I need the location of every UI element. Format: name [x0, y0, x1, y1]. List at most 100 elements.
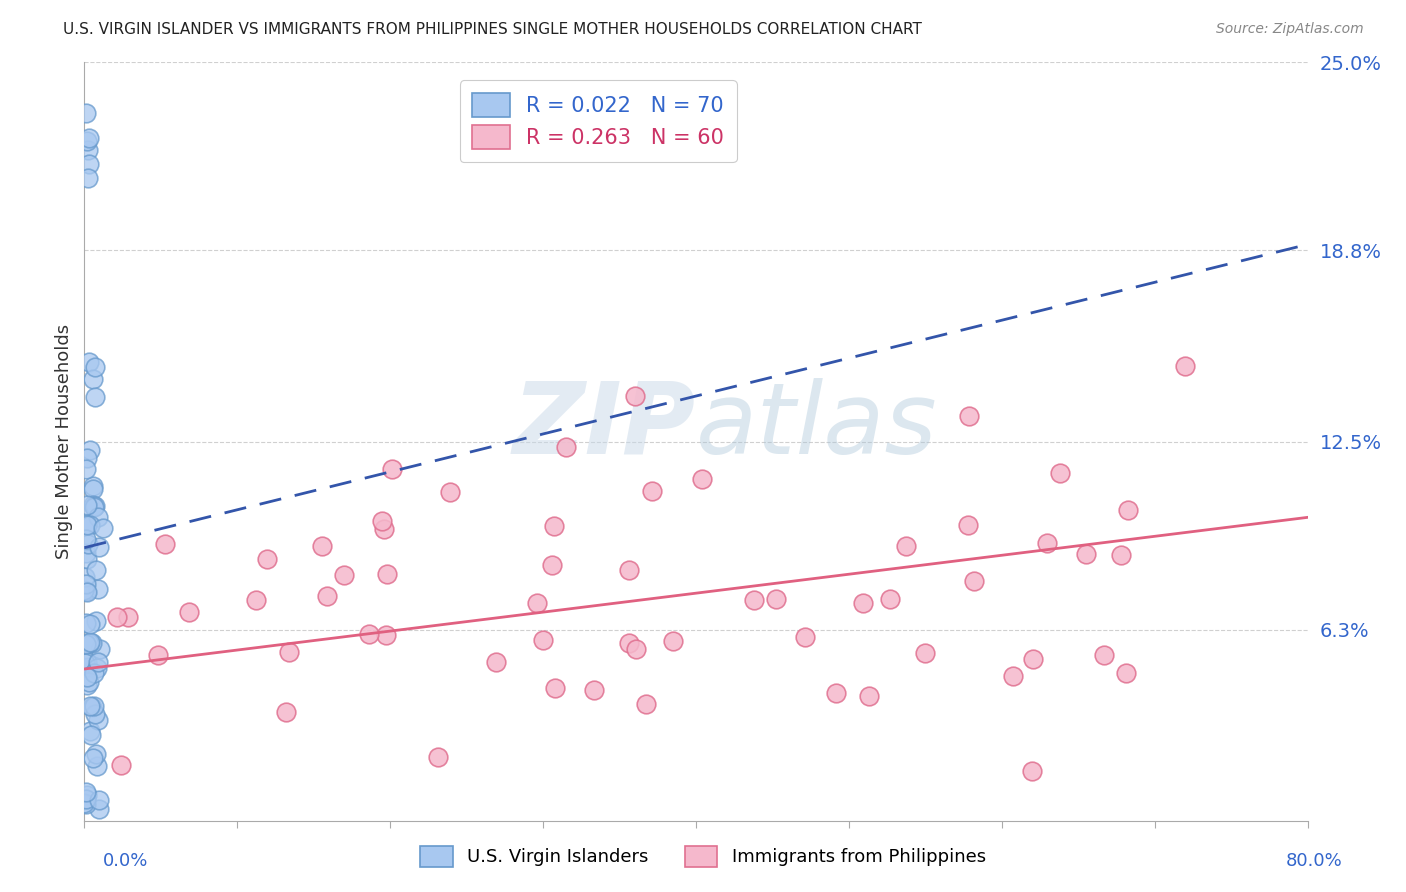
Point [80, 636, 103, 650]
Point [274, 706, 297, 720]
Point [77, 537, 100, 551]
Point [146, 648, 169, 662]
Point [76, 678, 98, 692]
Point [858, 689, 880, 703]
Legend: R = 0.022   N = 70, R = 0.263   N = 60: R = 0.022 N = 70, R = 0.263 N = 60 [460, 80, 737, 161]
Point [1118, 503, 1140, 517]
Point [91, 521, 114, 535]
Point [83, 699, 105, 714]
Point [179, 605, 201, 619]
Point [77, 660, 100, 674]
Point [624, 389, 647, 403]
Point [311, 539, 333, 553]
Point [84, 563, 107, 577]
Point [86, 759, 108, 773]
Point [105, 610, 128, 624]
Point [79, 442, 101, 457]
Point [86, 661, 108, 675]
Point [73, 796, 96, 810]
Point [86, 713, 108, 727]
Point [75, 637, 97, 651]
Point [357, 627, 380, 641]
Point [1021, 764, 1043, 778]
Point [75, 106, 97, 120]
Point [662, 634, 685, 648]
Point [80, 700, 103, 714]
Point [582, 682, 605, 697]
Point [963, 574, 986, 589]
Point [83, 706, 105, 721]
Point [1036, 536, 1059, 550]
Point [619, 564, 641, 578]
Point [1174, 359, 1197, 373]
Y-axis label: Single Mother Households: Single Mother Households [55, 324, 73, 559]
Point [256, 551, 278, 566]
Point [75, 616, 97, 631]
Point [316, 589, 339, 603]
Point [77, 675, 100, 690]
Point [79, 634, 101, 648]
Point [541, 558, 564, 573]
Point [75, 462, 97, 476]
Point [1115, 666, 1137, 681]
Point [526, 597, 548, 611]
Point [1001, 669, 1024, 683]
Point [76, 584, 98, 599]
Point [531, 632, 554, 647]
Point [543, 519, 565, 533]
Point [75, 791, 97, 805]
Point [794, 630, 817, 644]
Point [79, 728, 101, 742]
Point [765, 592, 787, 607]
Point [73, 583, 96, 598]
Point [245, 593, 267, 607]
Point [641, 483, 664, 498]
Point [75, 546, 97, 560]
Point [82, 482, 104, 496]
Point [75, 532, 97, 546]
Text: ZIP: ZIP [513, 378, 696, 475]
Point [82, 479, 104, 493]
Text: 80.0%: 80.0% [1286, 852, 1343, 870]
Point [824, 685, 846, 699]
Point [690, 472, 713, 486]
Point [75, 516, 97, 531]
Point [75, 657, 97, 671]
Point [76, 450, 98, 465]
Point [79, 635, 101, 649]
Point [87, 540, 110, 554]
Point [89, 792, 111, 806]
Text: 0.0%: 0.0% [103, 852, 148, 870]
Text: U.S. VIRGIN ISLANDER VS IMMIGRANTS FROM PHILIPPINES SINGLE MOTHER HOUSEHOLDS COR: U.S. VIRGIN ISLANDER VS IMMIGRANTS FROM … [63, 22, 922, 37]
Point [1049, 467, 1071, 481]
Point [76, 788, 98, 802]
Point [333, 568, 356, 582]
Point [84, 747, 107, 762]
Point [76, 670, 98, 684]
Point [852, 596, 875, 610]
Point [82, 498, 104, 512]
Point [894, 539, 917, 553]
Point [110, 758, 132, 772]
Point [742, 592, 765, 607]
Point [914, 647, 936, 661]
Point [84, 359, 107, 374]
Point [79, 518, 101, 533]
Point [79, 698, 101, 713]
Point [83, 500, 105, 514]
Point [75, 784, 97, 798]
Point [375, 628, 398, 642]
Point [1076, 547, 1098, 561]
Point [75, 584, 97, 599]
Point [371, 514, 394, 528]
Point [879, 591, 901, 606]
Point [79, 723, 101, 738]
Legend: U.S. Virgin Islanders, Immigrants from Philippines: U.S. Virgin Islanders, Immigrants from P… [413, 838, 993, 874]
Point [77, 131, 100, 145]
Point [1109, 548, 1132, 562]
Point [89, 641, 111, 656]
Point [375, 567, 398, 582]
Point [1022, 652, 1045, 666]
Point [155, 537, 177, 551]
Point [76, 498, 98, 512]
